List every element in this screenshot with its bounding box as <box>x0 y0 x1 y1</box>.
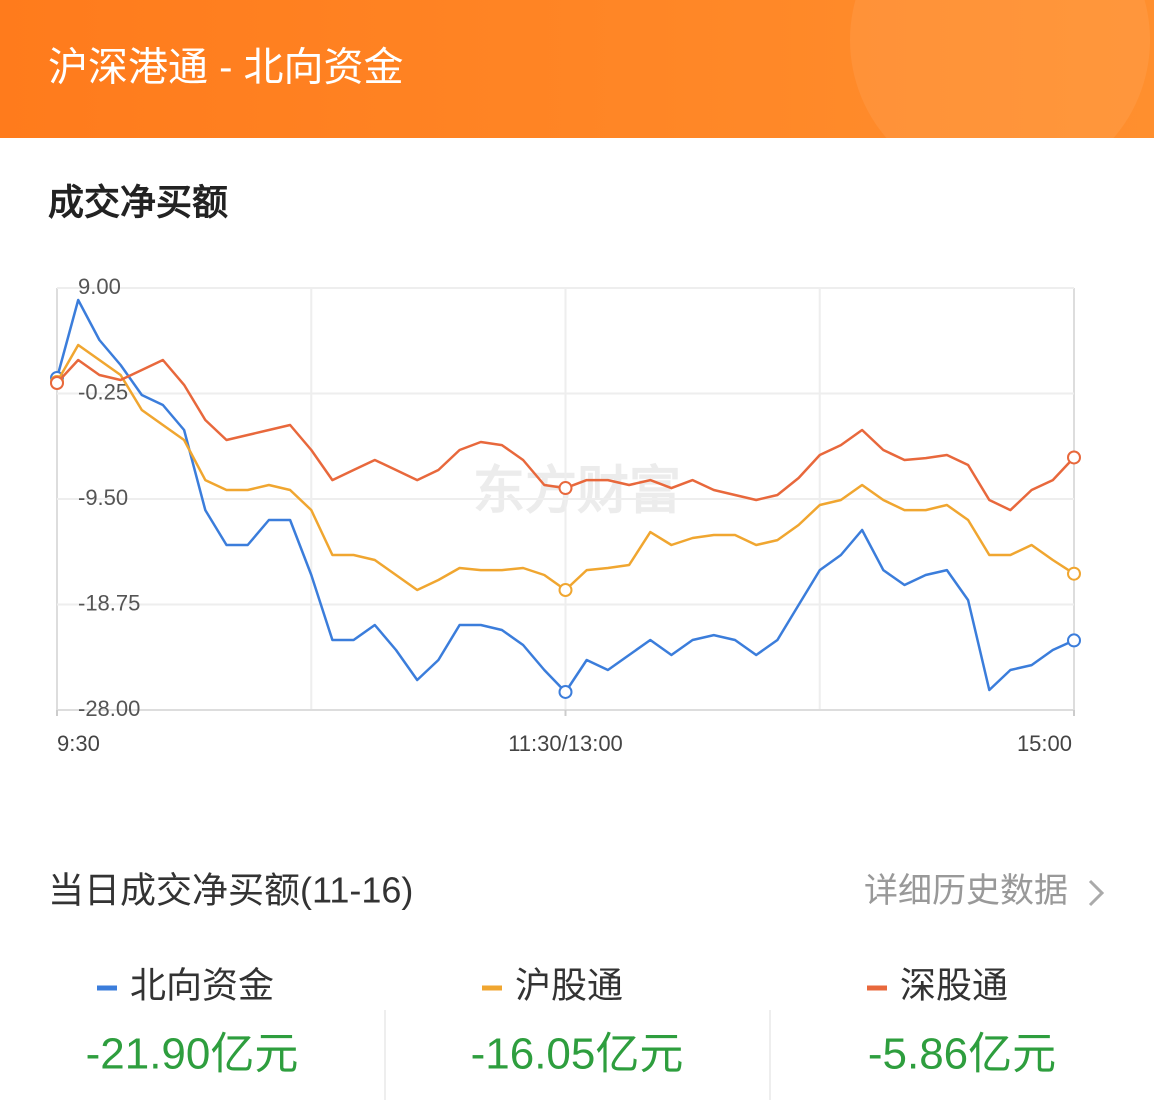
x-tick-label: 11:30/13:00 <box>508 731 623 756</box>
plot: 9.00 -0.25 -9.50 -18.75 -28.00 9:30 11:30/13:0… <box>50 274 1081 756</box>
point-marker <box>558 684 573 699</box>
header-bar <box>0 0 1154 138</box>
point-marker <box>1067 450 1081 465</box>
point-marker <box>1067 566 1081 581</box>
header-decoration <box>850 0 1150 190</box>
x-tick-label: 15:00 <box>1017 731 1072 756</box>
y-tick-label: -0.25 <box>78 379 128 404</box>
point-marker <box>558 583 573 598</box>
legend-label: 北向资金 <box>130 965 274 1006</box>
summary-value: -16.05亿元 <box>471 1030 684 1079</box>
point-marker <box>50 376 64 391</box>
point-marker <box>558 481 573 496</box>
y-tick-label: -28.00 <box>78 696 140 721</box>
summary-value: -21.90亿元 <box>86 1030 299 1079</box>
history-link[interactable]: 详细历史数据 <box>864 872 1068 910</box>
legend-label: 沪股通 <box>515 965 623 1006</box>
watermark: 东方财富 <box>473 463 681 521</box>
legend-label: 深股通 <box>900 965 1008 1006</box>
chevron-icon[interactable] <box>1088 879 1105 907</box>
summary-title: 当日成交净买额(11-16) <box>48 870 413 911</box>
y-tick-label: -9.50 <box>78 485 128 510</box>
header-title: 沪深港通 - 北向资金 <box>48 46 404 90</box>
section-title: 成交净买额 <box>48 182 228 223</box>
summary-value: -5.86亿元 <box>868 1030 1056 1079</box>
point-marker <box>1067 633 1081 648</box>
summary: 北向资金 -21.90亿元 沪股通 -16.05亿元 深股通 -5.86亿元 <box>86 965 1057 1079</box>
y-tick-label: 9.00 <box>78 274 121 299</box>
x-tick-label: 9:30 <box>57 731 100 756</box>
y-tick-label: -18.75 <box>78 590 140 615</box>
